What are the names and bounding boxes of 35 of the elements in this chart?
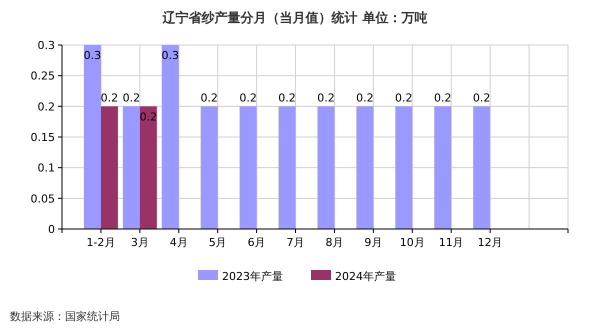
source-note: 数据来源：国家统计局 [10, 310, 120, 323]
x-tick-label: 10月 [400, 236, 425, 249]
x-tick-label: 1-2月 [86, 236, 116, 249]
data-label: 0.2 [317, 91, 335, 104]
x-tick-label: 12月 [478, 236, 503, 249]
data-label: 0.2 [395, 91, 413, 104]
y-tick-label: 0.3 [38, 39, 55, 52]
y-tick-label: 0.05 [30, 192, 55, 206]
data-label: 0.3 [84, 49, 102, 62]
legend-label: 2024年产量 [335, 270, 396, 283]
x-tick-label: 4月 [170, 236, 188, 249]
data-label: 0.2 [472, 91, 490, 104]
x-tick-label: 3月 [130, 236, 149, 249]
y-tick-label: 0.25 [30, 70, 55, 83]
data-label: 0.2 [239, 91, 257, 104]
x-tick-label: 6月 [248, 236, 266, 249]
data-label: 0.2 [140, 110, 158, 124]
x-tick-label: 5月 [208, 236, 227, 249]
legend-label: 2023年产量 [222, 270, 283, 283]
data-label: 0.2 [100, 91, 118, 104]
data-label: 0.2 [122, 91, 140, 104]
data-label: 0.2 [434, 91, 452, 104]
y-tick-label: 0.2 [38, 100, 55, 114]
data-label: 0.2 [278, 91, 296, 104]
data-label: 0.2 [356, 91, 374, 104]
x-tick-label: 8月 [325, 236, 344, 249]
x-tick-label: 11月 [438, 236, 464, 249]
y-tick-label: 0.15 [30, 131, 55, 144]
data-label: 0.3 [162, 49, 180, 62]
chart-title: 辽宁省纱产量分月（当月值）统计 单位：万吨 [162, 10, 428, 26]
x-tick-label: 7月 [286, 236, 305, 249]
y-tick-label: 0.1 [38, 162, 55, 175]
y-tick-label: 0 [48, 223, 55, 236]
x-tick-label: 9月 [364, 236, 382, 249]
data-label: 0.2 [200, 91, 218, 104]
